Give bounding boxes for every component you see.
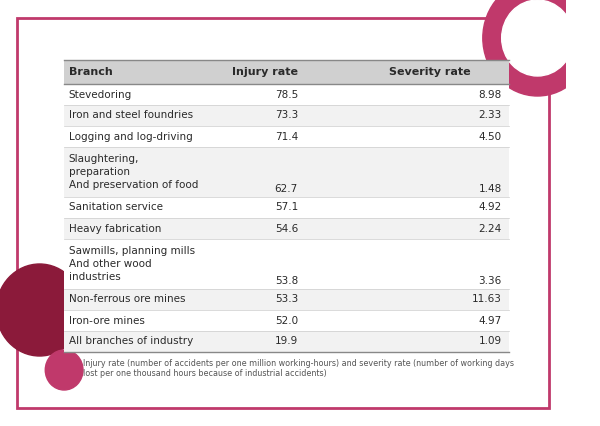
Text: 53.3: 53.3	[275, 294, 298, 305]
Circle shape	[45, 350, 83, 390]
Bar	[64, 197, 509, 218]
Text: 19.9: 19.9	[275, 337, 298, 346]
Text: And other wood: And other wood	[69, 259, 151, 269]
Text: 73.3: 73.3	[275, 110, 298, 121]
Circle shape	[0, 264, 83, 356]
Text: 2.24: 2.24	[478, 224, 502, 233]
Text: Sanitation service: Sanitation service	[69, 202, 163, 213]
Text: 71.4: 71.4	[275, 132, 298, 141]
Bar	[64, 60, 509, 352]
Text: preparation: preparation	[69, 167, 130, 177]
Bar	[64, 218, 509, 239]
Text: Severity rate: Severity rate	[389, 67, 471, 77]
Text: 53.8: 53.8	[275, 276, 298, 286]
Text: 4.92: 4.92	[478, 202, 502, 213]
Text: 2.33: 2.33	[478, 110, 502, 121]
Bar	[64, 289, 509, 310]
Text: Injury rate (number of accidents per one million working-hours) and severity rat: Injury rate (number of accidents per one…	[83, 359, 514, 368]
Bar	[64, 84, 509, 105]
Text: 1.48: 1.48	[478, 184, 502, 194]
Text: lost per one thousand hours because of industrial accidents): lost per one thousand hours because of i…	[83, 369, 327, 378]
Text: 8.98: 8.98	[478, 89, 502, 100]
Text: 1.09: 1.09	[479, 337, 502, 346]
Text: Branch: Branch	[69, 67, 113, 77]
Text: Heavy fabrication: Heavy fabrication	[69, 224, 161, 233]
Bar	[64, 60, 509, 84]
Text: 11.63: 11.63	[472, 294, 502, 305]
Text: 4.97: 4.97	[478, 316, 502, 325]
Text: 62.7: 62.7	[275, 184, 298, 194]
Text: 54.6: 54.6	[275, 224, 298, 233]
Bar	[64, 126, 509, 147]
Bar	[64, 310, 509, 331]
Bar	[64, 331, 509, 352]
Text: Slaughtering,: Slaughtering,	[69, 154, 139, 164]
Text: industries: industries	[69, 272, 121, 282]
Text: 78.5: 78.5	[275, 89, 298, 100]
Text: Stevedoring: Stevedoring	[69, 89, 132, 100]
Circle shape	[502, 0, 574, 76]
Text: 3.36: 3.36	[478, 276, 502, 286]
Text: 57.1: 57.1	[275, 202, 298, 213]
Text: Sawmills, planning mills: Sawmills, planning mills	[69, 246, 195, 256]
Text: Non-ferrous ore mines: Non-ferrous ore mines	[69, 294, 185, 305]
FancyBboxPatch shape	[17, 18, 549, 408]
Text: All branches of industry: All branches of industry	[69, 337, 193, 346]
Text: Logging and log-driving: Logging and log-driving	[69, 132, 193, 141]
Bar	[64, 105, 509, 126]
Text: 52.0: 52.0	[275, 316, 298, 325]
Text: And preservation of food: And preservation of food	[69, 180, 198, 190]
Bar	[64, 147, 509, 197]
Text: Iron-ore mines: Iron-ore mines	[69, 316, 145, 325]
Circle shape	[483, 0, 592, 96]
Text: Iron and steel foundries: Iron and steel foundries	[69, 110, 193, 121]
Text: 4.50: 4.50	[479, 132, 502, 141]
Text: Injury rate: Injury rate	[232, 67, 298, 77]
Bar	[64, 239, 509, 289]
